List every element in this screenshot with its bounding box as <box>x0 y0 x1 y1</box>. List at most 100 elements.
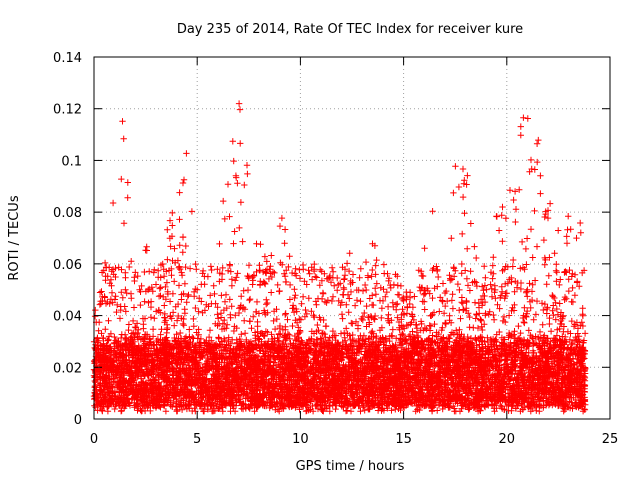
data-point <box>527 304 534 312</box>
data-point <box>522 245 530 253</box>
data-point <box>504 280 512 287</box>
data-point <box>533 243 541 250</box>
data-point <box>551 294 558 302</box>
data-point <box>299 293 307 300</box>
data-point <box>454 280 462 288</box>
data-point <box>488 293 496 300</box>
data-point <box>138 282 145 290</box>
data-point <box>455 183 463 191</box>
data-point <box>167 243 174 250</box>
data-point <box>495 227 503 234</box>
data-point <box>123 289 130 297</box>
data-point <box>552 267 560 274</box>
data-point <box>292 265 299 272</box>
data-point <box>394 314 401 321</box>
data-point <box>216 240 223 248</box>
data-point <box>218 338 225 345</box>
data-point <box>459 300 466 307</box>
data-point <box>161 302 168 309</box>
data-point <box>372 262 379 269</box>
data-point <box>192 260 199 268</box>
data-point <box>369 266 376 274</box>
data-point <box>434 283 441 290</box>
data-point <box>117 408 125 415</box>
data-point <box>327 279 335 286</box>
data-point <box>427 322 434 330</box>
data-point <box>512 206 520 213</box>
data-point <box>452 163 459 170</box>
data-point <box>535 136 542 144</box>
data-point <box>340 404 347 411</box>
data-point <box>459 230 466 238</box>
data-point <box>206 327 214 334</box>
data-point <box>180 322 187 329</box>
data-point <box>547 328 555 335</box>
grid-lines <box>94 57 610 419</box>
data-point <box>177 329 184 337</box>
data-point <box>429 332 436 339</box>
data-point <box>462 267 469 274</box>
data-point <box>479 326 486 334</box>
data-point <box>511 188 519 195</box>
data-point <box>459 165 467 173</box>
data-point <box>262 328 270 335</box>
data-point <box>118 289 125 296</box>
data-point <box>308 276 316 283</box>
data-point <box>337 301 344 309</box>
data-point <box>337 330 345 337</box>
data-point <box>553 261 560 268</box>
data-point <box>246 295 254 303</box>
data-point <box>164 256 171 263</box>
data-point <box>289 305 296 312</box>
data-point <box>221 298 229 305</box>
data-point <box>199 267 207 275</box>
data-point <box>565 213 572 220</box>
data-point <box>286 253 293 260</box>
data-point <box>472 336 479 343</box>
data-point <box>436 308 443 315</box>
data-point <box>261 253 269 260</box>
data-point <box>352 318 360 325</box>
data-point <box>480 287 487 294</box>
data-point <box>553 278 560 285</box>
data-point <box>343 260 351 267</box>
data-point <box>465 310 472 317</box>
data-point <box>339 315 346 322</box>
data-point <box>308 308 315 315</box>
data-point <box>207 263 215 270</box>
data-points <box>90 100 589 415</box>
data-point <box>205 333 213 341</box>
data-point <box>576 283 583 290</box>
data-point <box>128 258 135 265</box>
data-point <box>233 274 240 281</box>
data-point <box>306 270 313 277</box>
data-point <box>478 317 485 324</box>
data-point <box>505 312 513 319</box>
data-point <box>147 303 155 311</box>
data-point <box>125 321 133 328</box>
data-point <box>261 279 268 287</box>
data-point <box>368 273 375 280</box>
data-point <box>230 240 237 247</box>
data-point <box>166 298 174 305</box>
data-point <box>155 267 162 274</box>
data-point <box>435 273 442 281</box>
data-point <box>286 296 294 303</box>
data-point <box>271 325 279 333</box>
data-point <box>176 189 183 196</box>
data-point <box>541 300 549 308</box>
data-point <box>173 317 181 324</box>
data-point <box>527 226 535 233</box>
data-point <box>139 379 146 386</box>
data-point <box>372 285 379 292</box>
data-point <box>180 176 188 183</box>
data-point <box>124 179 131 186</box>
data-point <box>171 278 178 285</box>
data-point <box>385 311 392 318</box>
data-point <box>313 274 320 281</box>
data-point <box>360 332 368 339</box>
data-point <box>246 296 253 304</box>
data-point <box>281 240 288 247</box>
data-point <box>111 333 118 341</box>
